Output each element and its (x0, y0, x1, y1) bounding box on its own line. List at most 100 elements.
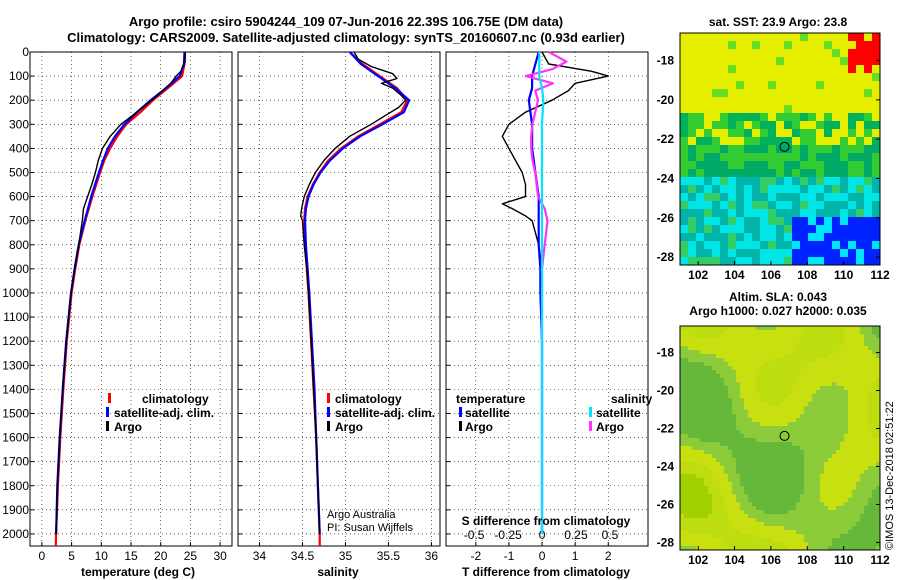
sla_map-cell (804, 338, 809, 343)
sst_map-cell (776, 129, 785, 138)
sla_map-cell (816, 462, 821, 467)
sla_map-cell (728, 462, 733, 467)
sla_map-cell (812, 410, 817, 415)
sla_map-cell (696, 514, 701, 519)
sla_map-cell (708, 462, 713, 467)
diff-top-xtick-label: 0.25 (564, 528, 588, 542)
sla_map-cell (704, 506, 709, 511)
sla_map-cell (820, 390, 825, 395)
sst_map-cell (856, 41, 865, 50)
title-line2: Climatology: CARS2009. Satellite-adjuste… (67, 30, 625, 45)
sla_map-cell (788, 358, 793, 363)
sla_map-cell (720, 458, 725, 463)
sla_map-cell (852, 394, 857, 399)
sla_map-cell (868, 526, 873, 531)
sla_map-cell (752, 406, 757, 411)
sla_map-cell (844, 494, 849, 499)
sla_map-cell (800, 530, 805, 535)
sla_map-cell (800, 458, 805, 463)
sla_map-cell (784, 402, 789, 407)
sla_map-cell (796, 382, 801, 387)
sla_map-cell (820, 418, 825, 423)
sla_map-cell (740, 462, 745, 467)
sla_map-cell (724, 414, 729, 419)
sla_map-cell (700, 542, 705, 547)
sst_map-cell (680, 97, 689, 106)
sla_map-cell (828, 346, 833, 351)
sla_map-cell (836, 382, 841, 387)
sla_map-cell (812, 342, 817, 347)
sst_map-cell (712, 49, 721, 58)
sla_map-cell (696, 466, 701, 471)
sla_map-cell (828, 482, 833, 487)
sla_map-cell (800, 422, 805, 427)
sst_map-cell (808, 57, 817, 66)
sla_map-cell (688, 486, 693, 491)
sla_map-cell (692, 386, 697, 391)
sla_map-cell (704, 430, 709, 435)
sla_map-cell (828, 514, 833, 519)
sst_map-cell (728, 249, 737, 258)
sst_map-cell (848, 193, 857, 202)
sla_map-cell (744, 498, 749, 503)
sla_map-cell (836, 374, 841, 379)
sla_map-cell (764, 502, 769, 507)
sla_map-cell (692, 526, 697, 531)
sla_map-cell (736, 330, 741, 335)
sla_map-cell (832, 494, 837, 499)
sla_map-cell (856, 414, 861, 419)
sst_map-cell (680, 217, 689, 226)
sla_map-cell (728, 514, 733, 519)
sla_map-cell (696, 482, 701, 487)
sla_map-cell (868, 542, 873, 547)
sst_map-cell (688, 137, 697, 146)
sla_map-cell (704, 486, 709, 491)
sla_map-cell (868, 470, 873, 475)
sst_map-cell (784, 129, 793, 138)
sla_map-cell (688, 330, 693, 335)
sla_map-cell (872, 350, 877, 355)
sla_map-cell (696, 486, 701, 491)
sla_map-cell (780, 458, 785, 463)
sla_map-cell (720, 390, 725, 395)
sla_map-cell (860, 526, 865, 531)
sla_map-cell (804, 470, 809, 475)
sla_map-cell (840, 522, 845, 527)
sla_map-cell (760, 446, 765, 451)
sla_map-cell (852, 482, 857, 487)
sla_map-cell (804, 526, 809, 531)
sla_map-cell (688, 514, 693, 519)
sla_map-cell (848, 506, 853, 511)
sla_map-cell (796, 442, 801, 447)
sla_map-cell (780, 382, 785, 387)
sla_map-cell (840, 518, 845, 523)
sla_map-cell (832, 426, 837, 431)
sla_map-cell (832, 486, 837, 491)
sla_map-cell (812, 530, 817, 535)
sla_map-cell (816, 534, 821, 539)
sst_map-xtick-label: 102 (688, 268, 708, 282)
sla_map-cell (840, 470, 845, 475)
sla_map-cell (684, 346, 689, 351)
sla_map-cell (836, 358, 841, 363)
sla_map-cell (832, 490, 837, 495)
sla_map-cell (852, 466, 857, 471)
sla_map-cell (868, 514, 873, 519)
sst_map-cell (696, 65, 705, 74)
sla_map-cell (828, 326, 833, 331)
sla_map-cell (700, 422, 705, 427)
sla_map-cell (856, 334, 861, 339)
sla_map-cell (792, 490, 797, 495)
sla_map-cell (856, 362, 861, 367)
sla_map-cell (836, 422, 841, 427)
sla_map-cell (764, 410, 769, 415)
sla_map-cell (856, 374, 861, 379)
sla_map-cell (708, 438, 713, 443)
sla_map-cell (808, 394, 813, 399)
sla_map-cell (788, 386, 793, 391)
sla_map-cell (740, 354, 745, 359)
sla_map-cell (720, 514, 725, 519)
sst_map-cell (712, 57, 721, 66)
sla_map-cell (716, 486, 721, 491)
sla_map-cell (792, 502, 797, 507)
